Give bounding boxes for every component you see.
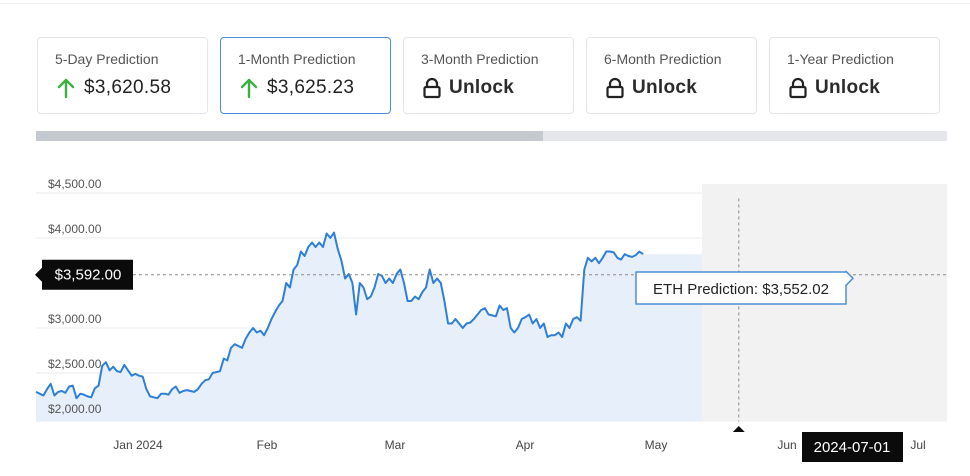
- y-tick-label: $3,000.00: [48, 312, 102, 326]
- price-badge: $3,592.00: [55, 267, 122, 284]
- date-badge-bg: [732, 426, 903, 462]
- price-line: [35, 231, 644, 400]
- x-tick-label: Apr: [516, 438, 535, 452]
- tooltip-box: [635, 270, 854, 305]
- unlock-label: Unlock: [449, 77, 515, 98]
- x-tick-label: Jun: [777, 438, 796, 452]
- card-1-month[interactable]: 1-Month Prediction $3,625.23: [220, 37, 391, 114]
- card-6-month[interactable]: 6-Month Prediction Unlock: [586, 37, 757, 114]
- y-tick-label: $4,500.00: [48, 177, 102, 191]
- x-tick-label: Mar: [385, 438, 406, 452]
- card-value-row: Unlock: [604, 77, 756, 99]
- card-1-year[interactable]: 1-Year Prediction Unlock: [769, 37, 940, 114]
- arrow-up-icon: [238, 77, 260, 99]
- x-tick-label: May: [645, 438, 668, 452]
- card-value-row: $3,625.23: [238, 77, 390, 99]
- card-value-row: $3,620.58: [55, 77, 207, 99]
- scrollbar-thumb[interactable]: [36, 131, 543, 141]
- y-tick-label: $2,000.00: [48, 402, 102, 416]
- card-value-row: Unlock: [421, 77, 573, 99]
- card-5-day[interactable]: 5-Day Prediction $3,620.58: [37, 37, 208, 114]
- unlock-label: Unlock: [815, 77, 881, 98]
- lock-icon: [421, 77, 443, 99]
- card-label: 1-Month Prediction: [238, 51, 356, 67]
- card-label: 1-Year Prediction: [787, 51, 894, 67]
- prediction-cards: 5-Day Prediction $3,620.58 1-Month Predi…: [37, 37, 940, 114]
- lock-icon: [604, 77, 626, 99]
- card-scrollbar[interactable]: [36, 131, 947, 141]
- card-value: $3,620.58: [84, 77, 172, 98]
- card-value-row: Unlock: [787, 77, 939, 99]
- tooltip-text: ETH Prediction: $3,552.02: [653, 281, 829, 298]
- date-badge: 2024-07-01: [814, 439, 891, 456]
- card-label: 5-Day Prediction: [55, 51, 159, 67]
- lock-icon: [787, 77, 809, 99]
- card-value: $3,625.23: [267, 77, 355, 98]
- card-3-month[interactable]: 3-Month Prediction Unlock: [403, 37, 574, 114]
- price-area: [36, 232, 702, 422]
- x-tick-label: Feb: [257, 438, 278, 452]
- x-tick-label: Jul: [910, 438, 925, 452]
- y-tick-label: $2,500.00: [48, 357, 102, 371]
- arrow-up-icon: [55, 77, 77, 99]
- unlock-label: Unlock: [632, 77, 698, 98]
- card-label: 3-Month Prediction: [421, 51, 539, 67]
- top-divider: [0, 3, 970, 4]
- eth-price-chart[interactable]: $4,500.00 $4,000.00 $3,000.00 $2,500.00 $2,0…: [0, 160, 970, 476]
- x-tick-label: Jan 2024: [113, 438, 163, 452]
- y-tick-label: $4,000.00: [48, 222, 102, 236]
- card-label: 6-Month Prediction: [604, 51, 722, 67]
- price-badge-bg: [35, 259, 133, 290]
